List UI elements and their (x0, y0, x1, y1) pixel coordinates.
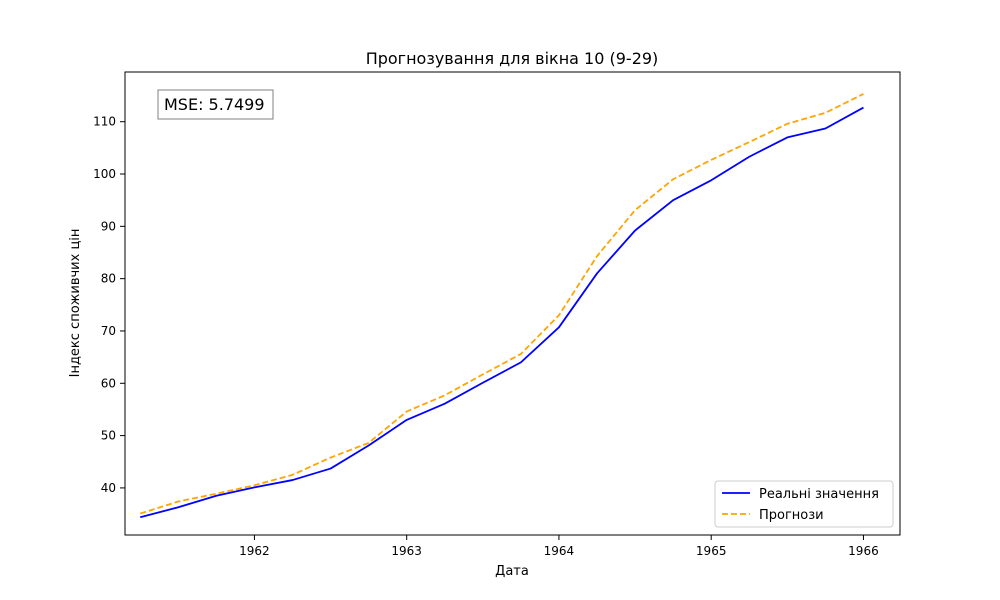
plot-area: 1962 1963 1964 1965 1966 40 50 60 70 80 90 100 110 MS… (93, 71, 901, 558)
y-axis-label: Індекс споживчих цін (68, 229, 83, 378)
y-tick-label: 90 (101, 219, 116, 233)
x-axis-label: Дата (495, 564, 529, 579)
legend-box (714, 480, 894, 528)
legend: Реальні значення Прогнози (714, 480, 894, 528)
x-tick-label: 1964 (544, 544, 575, 558)
y-tick-label: 70 (101, 324, 116, 338)
series-line-1 (140, 106, 864, 519)
y-tick-label: 40 (101, 481, 116, 495)
mse-annotation-box (157, 89, 274, 120)
legend-label-2: Прогнози (759, 508, 824, 523)
y-tick-label: 110 (93, 115, 116, 129)
x-tick-label: 1966 (848, 544, 879, 558)
chart-title: Прогнозування для вікна 10 (9-29) (366, 49, 659, 68)
y-tick-label: 60 (101, 376, 116, 390)
x-tick-label: 1965 (696, 544, 727, 558)
y-tick-label: 80 (101, 272, 116, 286)
x-tick-label: 1963 (391, 544, 422, 558)
y-tick-label: 100 (93, 167, 116, 181)
mse-annotation: MSE: 5.7499 (157, 89, 274, 120)
mse-annotation-text: MSE: 5.7499 (164, 95, 265, 114)
y-tick-label: 50 (101, 429, 116, 443)
series-line-2 (139, 93, 864, 515)
x-tick-label: 1962 (239, 544, 270, 558)
plot-frame (124, 71, 901, 536)
legend-label-1: Реальні значення (759, 487, 879, 502)
